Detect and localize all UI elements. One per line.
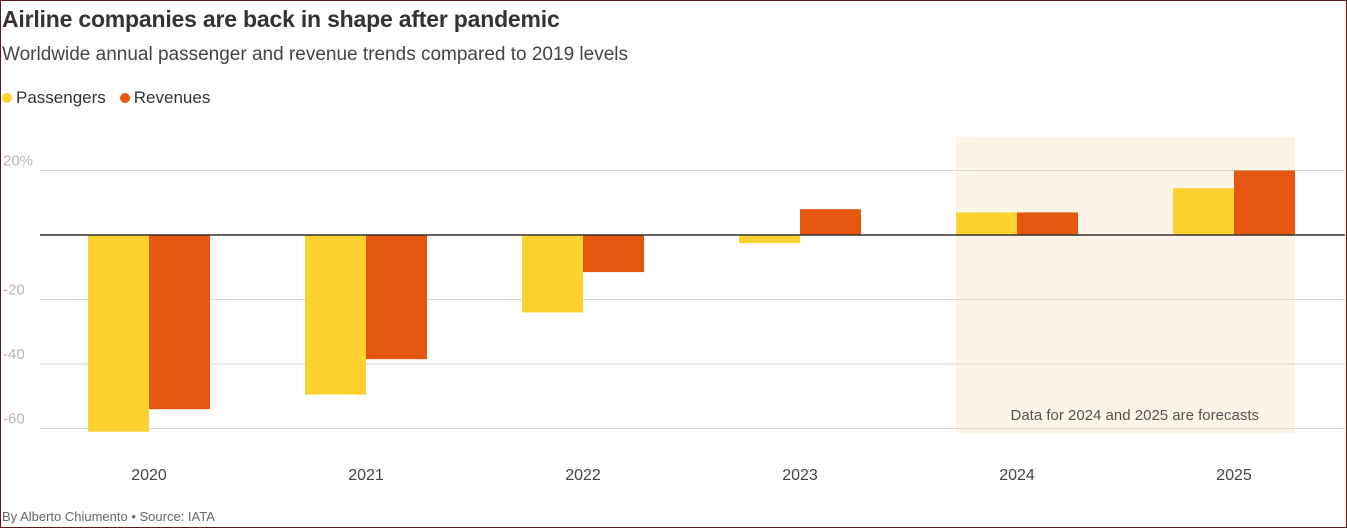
- y-tick-label-3: -60: [3, 411, 25, 428]
- chart-legend: Passengers Revenues: [2, 88, 210, 108]
- x-tick-label-2025: 2025: [1216, 467, 1252, 484]
- bar-passengers-2025: [1173, 188, 1234, 235]
- x-tick-label-2023: 2023: [782, 467, 818, 484]
- y-tick-label-0: 20%: [3, 153, 33, 170]
- x-tick-label-2021: 2021: [348, 467, 384, 484]
- legend-label-passengers: Passengers: [16, 88, 106, 107]
- legend-item-revenues: Revenues: [119, 88, 211, 108]
- x-tick-label-2022: 2022: [565, 467, 601, 484]
- bar-revenues-2023: [800, 209, 861, 235]
- legend-swatch-revenues: [119, 93, 130, 103]
- bar-chart: 20% -20 -40 -60 2020 2021 2022 2023 2024 2025 Data…: [3, 137, 1345, 484]
- bar-passengers-2021: [305, 235, 366, 395]
- bar-revenues-2020: [149, 235, 210, 410]
- bar-revenues-2021: [366, 235, 427, 360]
- bar-revenues-2024: [1017, 212, 1078, 235]
- bar-passengers-2020: [88, 235, 149, 432]
- bar-passengers-2023: [739, 235, 800, 244]
- x-tick-label-2024: 2024: [999, 467, 1035, 484]
- x-tick-label-2020: 2020: [131, 467, 167, 484]
- legend-item-passengers: Passengers: [2, 88, 106, 108]
- chart-subtitle: Worldwide annual passenger and revenue t…: [2, 44, 628, 65]
- bar-passengers-2024: [956, 212, 1017, 235]
- bar-passengers-2022: [522, 235, 583, 313]
- y-tick-label-1: -20: [3, 282, 25, 299]
- legend-label-revenues: Revenues: [133, 88, 211, 107]
- source-credit: By Alberto Chiumento • Source: IATA: [2, 509, 215, 524]
- legend-swatch-passengers: [2, 93, 12, 103]
- chart-title: Airline companies are back in shape afte…: [2, 6, 560, 32]
- bar-revenues-2022: [583, 235, 644, 273]
- bar-revenues-2025: [1234, 170, 1295, 235]
- forecast-annotation: Data for 2024 and 2025 are forecasts: [1011, 407, 1260, 424]
- y-tick-label-2: -40: [3, 346, 25, 363]
